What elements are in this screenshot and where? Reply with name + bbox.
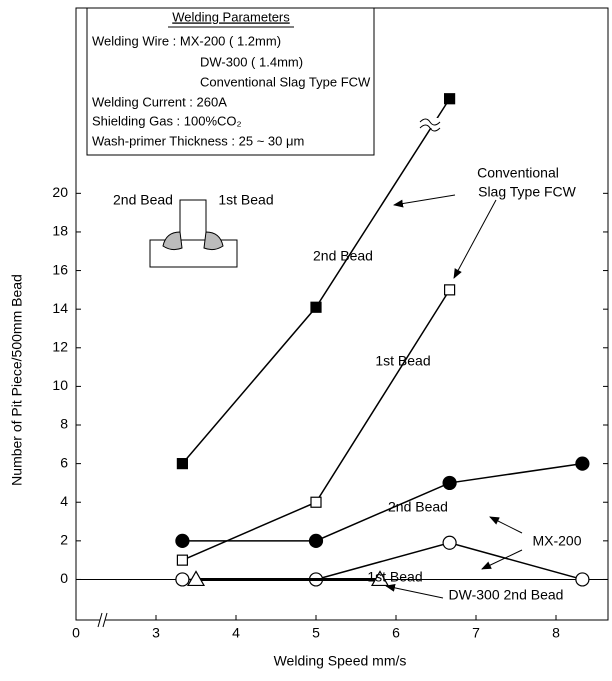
parameter-line: Wash-primer Thickness : 25 ~ 30 μm xyxy=(92,133,304,148)
annotation: MX-200 xyxy=(532,533,581,549)
x-axis-label: Welding Speed mm/s xyxy=(274,653,407,669)
x-tick-label: 0 xyxy=(72,625,80,641)
parameters-title: Welding Parameters xyxy=(172,9,290,24)
marker xyxy=(308,533,324,548)
parameter-line: DW-300 ( 1.4mm) xyxy=(200,54,303,69)
y-tick-label: 18 xyxy=(52,223,68,239)
y-axis-label: Number of Pit Piece/500mm Bead xyxy=(9,274,25,486)
parameter-line: Shielding Gas : 100%CO₂ xyxy=(92,113,242,128)
x-axis-break xyxy=(97,612,103,628)
annotation: Slag Type FCW xyxy=(478,184,577,200)
annotation: 2nd Bead xyxy=(113,192,173,208)
annotation: DW-300 2nd Bead xyxy=(449,587,564,603)
y-tick-label: 8 xyxy=(60,416,68,432)
marker xyxy=(186,570,206,587)
marker xyxy=(175,572,190,587)
series-line xyxy=(182,289,451,561)
parameter-line: Conventional Slag Type FCW xyxy=(200,74,371,89)
x-tick-label: 5 xyxy=(312,625,320,641)
y-tick-label: 0 xyxy=(60,570,68,586)
y-tick-label: 6 xyxy=(60,454,68,470)
x-tick-label: 6 xyxy=(392,625,400,641)
annotation: 2nd Bead xyxy=(313,248,373,264)
marker xyxy=(370,570,390,587)
x-tick-label: 3 xyxy=(152,625,160,641)
y-tick-label: 14 xyxy=(52,300,68,316)
marker xyxy=(575,456,590,471)
annotation: 1st Bead xyxy=(375,353,430,369)
marker xyxy=(175,533,190,548)
y-tick-label: 10 xyxy=(52,377,68,393)
x-axis-break xyxy=(102,612,108,628)
marker xyxy=(176,554,188,566)
marker xyxy=(442,535,457,550)
annotation: 1st Bead xyxy=(367,569,422,585)
annotation: 2nd Bead xyxy=(388,499,448,515)
y-tick-label: 16 xyxy=(52,261,68,277)
bead-diagram xyxy=(149,199,238,268)
marker xyxy=(310,496,322,508)
parameter-line: Welding Current : 260A xyxy=(92,94,227,109)
marker xyxy=(310,301,322,313)
y-tick-label: 4 xyxy=(60,493,68,509)
marker xyxy=(444,284,456,296)
line-break xyxy=(419,124,441,132)
annotation: 1st Bead xyxy=(218,192,273,208)
x-tick-label: 8 xyxy=(552,625,560,641)
y-tick-label: 20 xyxy=(52,184,68,200)
x-axis-break xyxy=(100,612,105,628)
marker xyxy=(442,475,457,491)
arrows xyxy=(385,194,523,599)
line-break xyxy=(419,118,441,126)
marker xyxy=(176,458,188,470)
series-line xyxy=(182,462,583,542)
annotation: Conventional xyxy=(477,165,559,181)
x-tick-label: 4 xyxy=(232,625,240,641)
marker xyxy=(575,572,590,587)
parameters-box: Welding Parameters Welding Wire : MX-200… xyxy=(86,7,375,156)
x-tick-label: 7 xyxy=(472,625,480,641)
parameter-line: Welding Wire : MX-200 ( 1.2mm) xyxy=(92,33,281,48)
y-tick-label: 12 xyxy=(52,338,68,354)
marker xyxy=(444,93,456,105)
y-tick-label: 2 xyxy=(60,532,68,548)
